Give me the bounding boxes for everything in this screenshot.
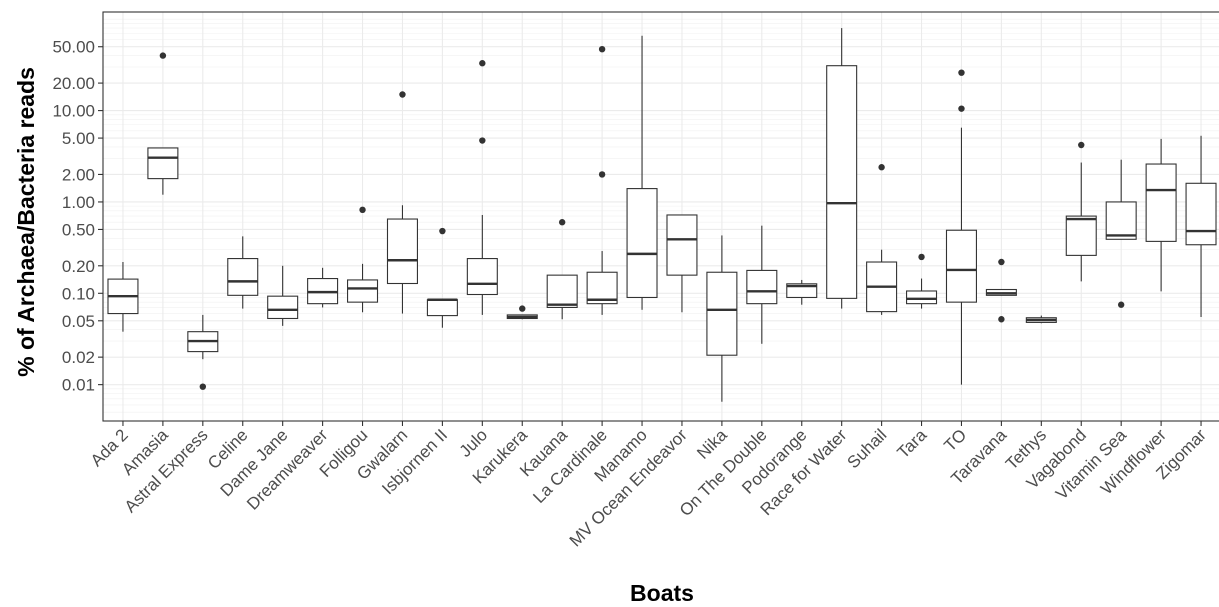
outlier-point [998,316,1005,323]
box-iqr [347,279,379,303]
box-group [786,279,818,305]
box-iqr [426,299,458,317]
grid-lines [103,12,1219,421]
box-iqr [746,269,778,305]
outlier-point [479,137,486,144]
box-group [426,227,458,328]
y-tick-label: 0.10 [62,284,95,303]
outlier-point [958,69,965,76]
y-tick-label: 1.00 [62,193,95,212]
box-group [1025,315,1057,324]
box-group [1065,141,1097,282]
box-group [1145,138,1177,292]
y-tick-label: 0.05 [62,312,95,331]
box-group [107,262,139,332]
box-group [227,236,259,309]
box-group [906,253,938,309]
y-tick-label: 2.00 [62,165,95,184]
y-axis: 0.01 0.02 0.05 0.10 0.20 0.50 1.00 2.00 5.00 10.0… [52,38,103,395]
box-group [586,45,618,315]
outlier-point [199,383,207,390]
box-group [347,206,379,313]
y-tick-label: 0.20 [62,257,95,276]
outlier-point [878,164,885,171]
outlier-point [439,227,446,235]
box-iqr [227,258,259,296]
box-iqr [826,65,858,299]
box-group [945,69,977,385]
outlier-point [598,45,606,53]
y-axis-title: % of Archaea/Bacteria reads [13,67,39,377]
outlier-point [558,219,566,226]
y-tick-label: 0.50 [62,220,95,239]
box-group [1105,159,1137,308]
outlier-point [1078,141,1085,149]
box-iqr [626,188,658,299]
box-group [147,52,179,195]
box-group [826,28,858,309]
box-iqr [147,147,179,180]
box-group [466,60,498,315]
y-tick-label: 5.00 [62,129,95,148]
box-iqr [267,295,299,320]
box-iqr [586,271,618,305]
outlier-point [598,171,606,178]
box-group [307,267,339,308]
outlier-point [159,52,167,59]
box-group [626,35,658,310]
box-group [746,225,778,344]
outlier-point [399,91,406,98]
box-group [1185,135,1217,318]
box-iqr [706,271,738,356]
box-iqr [1145,163,1177,242]
outlier-point [958,105,965,112]
box-iqr [386,218,418,285]
y-tick-label: 0.02 [62,348,95,367]
box-group [187,314,219,390]
box-group [506,305,538,320]
box-group [666,214,698,313]
box-iqr [945,229,977,303]
outlier-point [359,206,366,214]
y-tick-label: 20.00 [52,74,95,93]
box-group [866,164,898,315]
outlier-point [998,258,1005,266]
outlier-point [918,253,925,261]
box-iqr [1105,201,1137,240]
box-iqr [906,290,938,305]
box-series [107,28,1217,402]
box-iqr [1065,215,1097,256]
panel-border [102,11,1219,422]
x-axis-title: Boats [630,580,694,606]
box-group [985,258,1017,323]
y-tick-label: 50.00 [52,38,95,57]
box-iqr [666,214,698,276]
box-group [706,235,738,402]
y-tick-label: 10.00 [52,102,95,121]
box-group [546,219,578,320]
y-tick-label: 0.01 [62,376,95,395]
outlier-point [1117,301,1125,308]
outlier-point [479,60,486,67]
box-group [386,91,418,314]
box-iqr [466,258,498,296]
panel-background [103,12,1219,421]
box-iqr [546,274,578,308]
box-group [267,265,299,326]
box-iqr [1185,182,1217,246]
outlier-point [519,305,526,312]
